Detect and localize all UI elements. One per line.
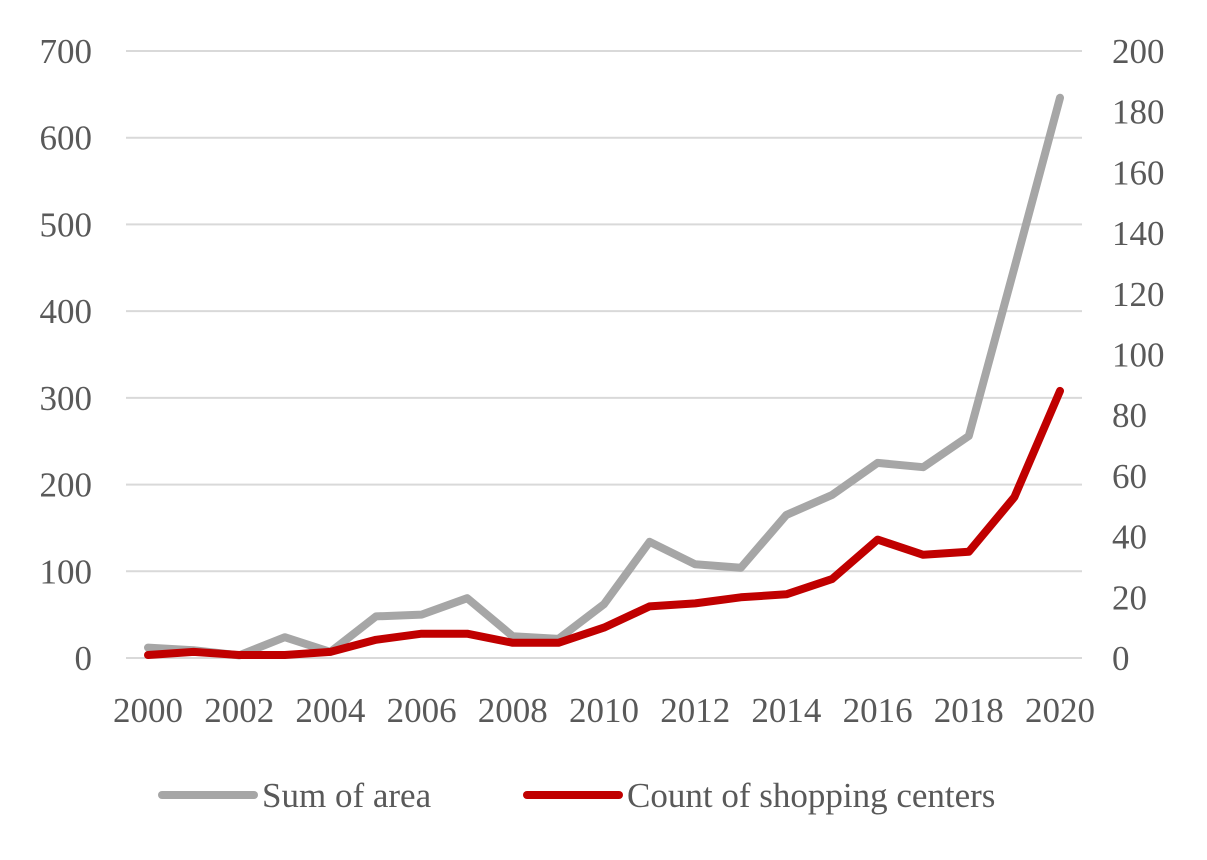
- right-y-tick-label: 140: [1112, 214, 1165, 253]
- x-tick-label: 2018: [934, 691, 1004, 730]
- legend: Sum of area Count of shopping centers: [158, 776, 995, 815]
- series-line-1: [144, 386, 1064, 659]
- right-y-tick-label: 80: [1112, 396, 1147, 435]
- x-tick-label: 2002: [204, 691, 274, 730]
- right-y-tick-label: 100: [1112, 336, 1165, 375]
- x-tick-label: 2004: [295, 691, 365, 730]
- x-tick-label: 2014: [751, 691, 821, 730]
- series-line-0: [144, 93, 1064, 660]
- left-y-tick-label: 600: [40, 119, 93, 158]
- x-tick-label: 2010: [569, 691, 639, 730]
- x-tick-label: 2020: [1025, 691, 1095, 730]
- x-tick-label: 2016: [843, 691, 913, 730]
- right-y-tick-label: 180: [1112, 93, 1165, 132]
- x-tick-label: 2012: [660, 691, 730, 730]
- legend-label-sum-of-area: Sum of area: [262, 776, 432, 815]
- right-y-tick-label: 60: [1112, 457, 1147, 496]
- left-y-tick-label: 100: [40, 552, 93, 591]
- left-y-tick-label: 0: [75, 639, 93, 678]
- right-y-tick-label: 200: [1112, 32, 1165, 71]
- right-y-axis-ticks: 0 20 40 60 80 100 120 140 160 180 200: [1112, 32, 1165, 678]
- x-tick-label: 2008: [478, 691, 548, 730]
- right-y-tick-label: 0: [1112, 639, 1130, 678]
- series-lines: [144, 93, 1064, 660]
- left-y-axis-ticks: 0 100 200 300 400 500 600 700: [40, 32, 93, 678]
- x-axis-ticks: 2000 2002 2004 2006 2008 2010 2012 2014 2016 2018…: [113, 691, 1095, 730]
- legend-label-count-of-shopping-centers: Count of shopping centers: [627, 776, 995, 815]
- right-y-tick-label: 40: [1112, 518, 1147, 557]
- gridlines: [126, 50, 1082, 659]
- right-y-tick-label: 20: [1112, 578, 1147, 617]
- left-y-tick-label: 200: [40, 466, 93, 505]
- left-y-tick-label: 700: [40, 32, 93, 71]
- right-y-tick-label: 120: [1112, 275, 1165, 314]
- left-y-tick-label: 300: [40, 379, 93, 418]
- x-tick-label: 2000: [113, 691, 183, 730]
- right-y-tick-label: 160: [1112, 153, 1165, 192]
- x-tick-label: 2006: [387, 691, 457, 730]
- left-y-tick-label: 500: [40, 205, 93, 244]
- left-y-tick-label: 400: [40, 292, 93, 331]
